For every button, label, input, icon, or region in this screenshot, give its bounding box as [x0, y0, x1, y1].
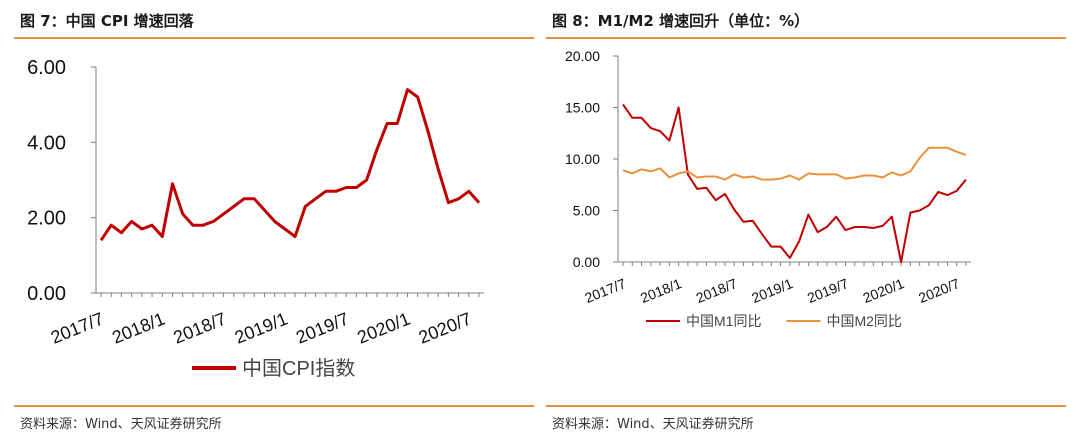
cpi-source-rule	[14, 405, 534, 407]
series-line-1	[622, 103, 967, 263]
m1m2-source-rule	[546, 405, 1066, 407]
m1m2-chart-title: 图 8：M1/M2 增速回升（单位：%）	[552, 12, 810, 30]
series-line-2	[622, 146, 967, 181]
x-tick-label: 2020/7	[416, 309, 475, 348]
y-tick-label: 6.00	[27, 57, 66, 79]
x-tick-label: 2017/7	[48, 309, 107, 348]
series-line-1	[99, 88, 481, 242]
m1m2-line-chart: 0.00 5.00 10.00 15.00 20.00 2017/7 2018/1 2018/…	[565, 48, 971, 329]
y-tick-label: 4.00	[27, 132, 66, 154]
money-supply-panel: 图 8：M1/M2 增速回升（单位：%） 0.00 5.00 10.00 15.00 2…	[546, 0, 1066, 440]
y-tick-label: 10.00	[565, 151, 600, 167]
y-tick-label: 15.00	[565, 99, 600, 115]
m1m2-source-note: 资料来源：Wind、天风证券研究所	[552, 417, 754, 432]
x-tick-label: 2020/7	[916, 275, 962, 306]
legend-label-1: 中国M1同比	[686, 313, 761, 329]
x-tick-label: 2018/1	[109, 309, 168, 348]
cpi-source-note: 资料来源：Wind、天风证券研究所	[20, 417, 222, 432]
x-tick-label: 2019/7	[293, 309, 352, 348]
y-tick-label: 0.00	[27, 283, 66, 305]
cpi-panel: 图 7：中国 CPI 增速回落 0.00 2.00 4.00 6.00 2017/7 20…	[14, 0, 534, 440]
x-tick-label: 2018/1	[638, 275, 684, 306]
x-tick-label: 2020/1	[861, 275, 907, 306]
y-tick-label: 0.00	[573, 254, 600, 270]
m1m2-title-rule	[546, 37, 1066, 39]
x-tick-label: 2018/7	[694, 275, 740, 306]
cpi-title-rule	[14, 37, 534, 39]
cpi-line-chart: 0.00 2.00 4.00 6.00 2017/7 2018/1 2018/7 2019/1…	[27, 57, 484, 380]
y-tick-label: 2.00	[27, 208, 66, 230]
x-tick-label: 2020/1	[354, 309, 413, 348]
x-tick-label: 2019/1	[232, 309, 291, 348]
x-tick-label: 2018/7	[171, 309, 230, 348]
legend-label-2: 中国M2同比	[826, 313, 901, 329]
x-tick-label: 2019/7	[805, 275, 851, 306]
y-tick-label: 5.00	[573, 202, 600, 218]
legend-label-1: 中国CPI指数	[242, 357, 355, 380]
x-tick-label: 2017/7	[582, 275, 628, 306]
cpi-chart-title: 图 7：中国 CPI 增速回落	[20, 12, 194, 30]
y-tick-label: 20.00	[565, 48, 600, 64]
x-tick-label: 2019/1	[749, 275, 795, 306]
